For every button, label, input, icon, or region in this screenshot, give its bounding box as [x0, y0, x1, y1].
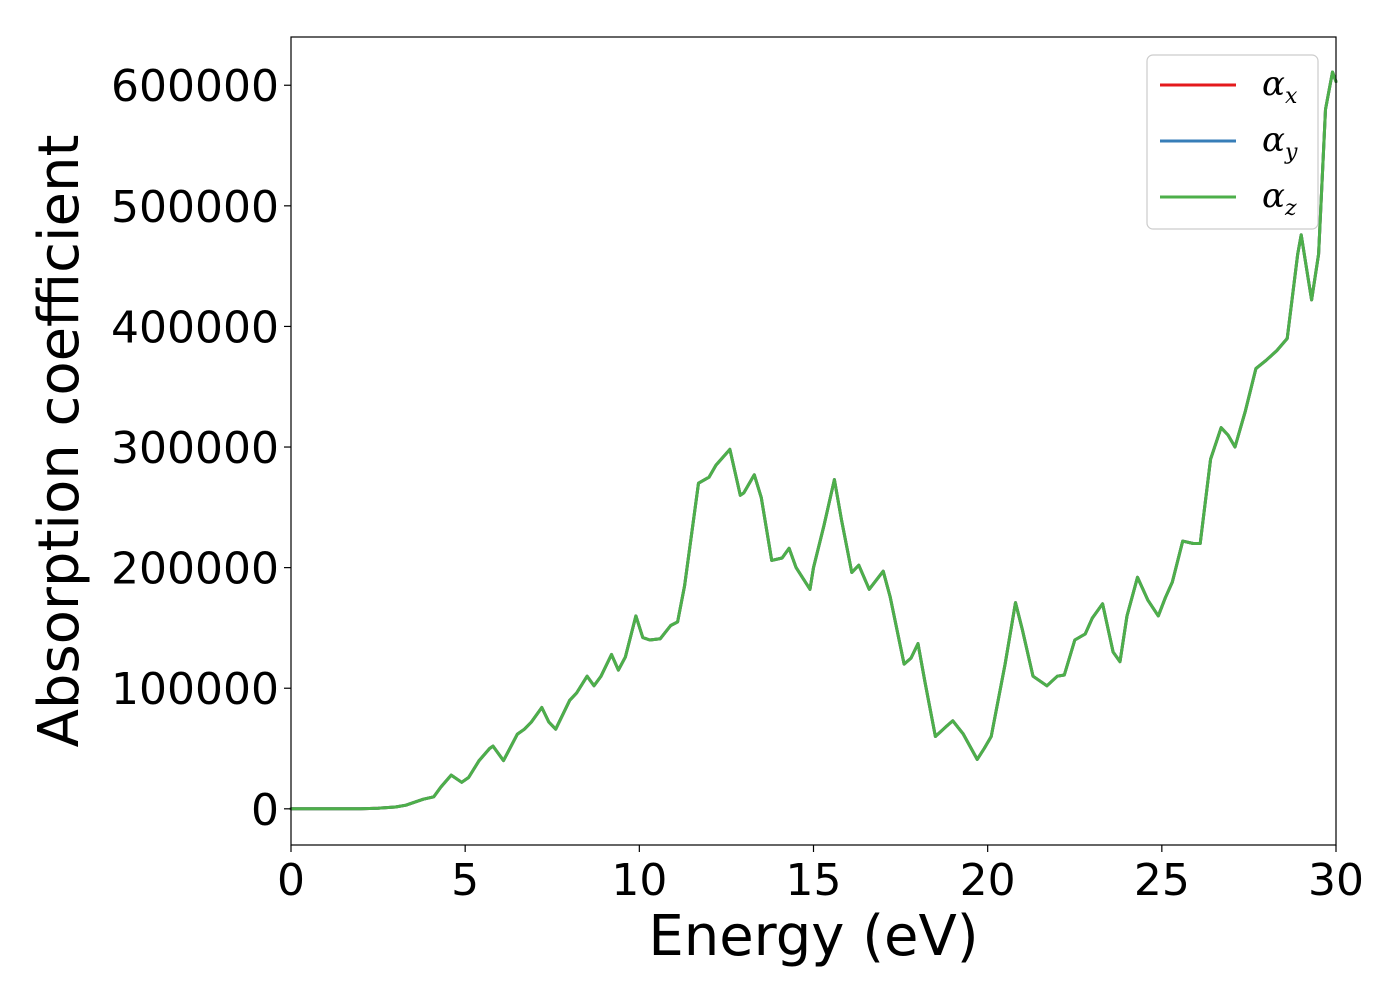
y-tick-label: 100000 [111, 664, 279, 715]
y-axis-label: Absorption coefficient [27, 135, 92, 748]
series-line-z [289, 70, 1338, 811]
x-tick-label: 0 [277, 855, 305, 906]
legend-label-y: αy [1262, 120, 1298, 165]
x-tick-label: 15 [786, 855, 842, 906]
series-layer [289, 70, 1338, 811]
x-tick-label: 5 [451, 855, 479, 906]
x-tick-label: 25 [1134, 855, 1190, 906]
y-tick-label: 500000 [111, 182, 279, 233]
y-tick-label: 600000 [111, 61, 279, 112]
legend-label-z: αz [1262, 176, 1297, 221]
y-tick-label: 400000 [111, 302, 279, 353]
x-tick-label: 10 [611, 855, 667, 906]
x-axis-label: Energy (eV) [648, 904, 978, 969]
x-tick-label: 20 [960, 855, 1016, 906]
legend-label-x: αx [1262, 64, 1298, 109]
x-axis-ticks: 0 5 10 15 20 25 30 [277, 845, 1364, 906]
x-tick-label: 30 [1308, 855, 1364, 906]
y-tick-label: 300000 [111, 423, 279, 474]
y-tick-label: 0 [251, 785, 279, 836]
legend: αx αy αz [1146, 54, 1319, 230]
y-axis-ticks: 0 100000 200000 300000 400000 500000 600000 [111, 61, 291, 836]
y-tick-label: 200000 [111, 544, 279, 595]
